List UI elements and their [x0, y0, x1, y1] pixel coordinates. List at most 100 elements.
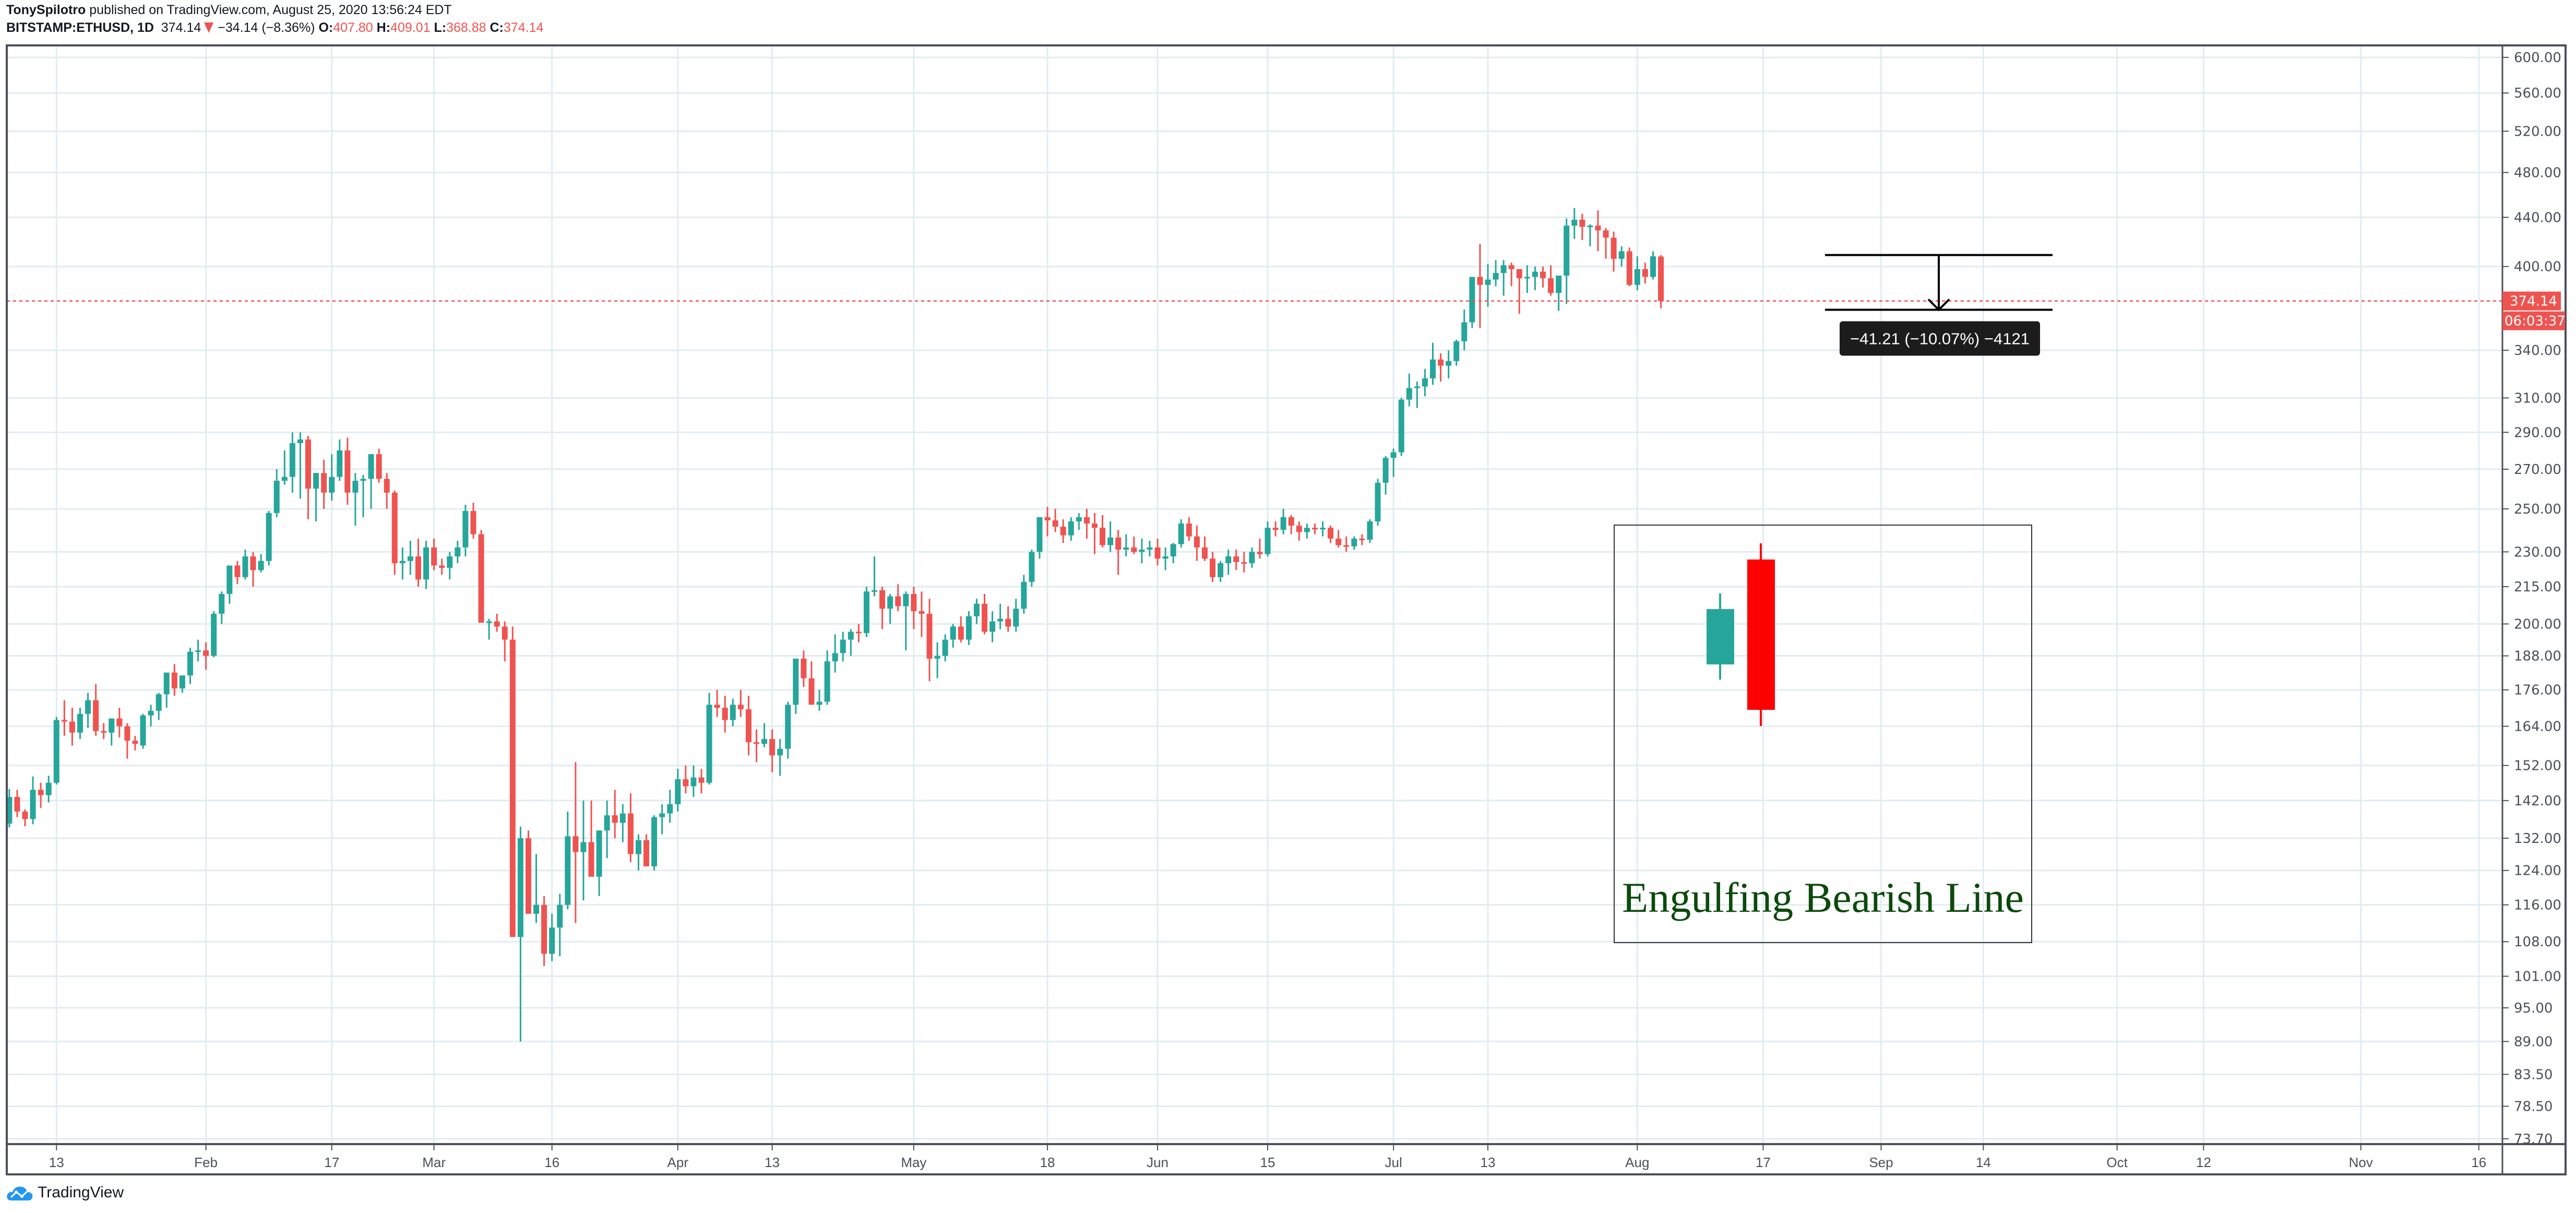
candle [502, 621, 508, 662]
candle [517, 826, 523, 1042]
candle [1446, 350, 1452, 378]
time-tick-label: Feb [194, 1155, 218, 1170]
price-range-measure-tool[interactable]: −41.21 (−10.07%) −4121 [1825, 254, 2053, 356]
candle [1579, 213, 1585, 241]
candle [573, 762, 579, 923]
candlestick-series [6, 208, 1664, 1042]
candle [1564, 218, 1570, 304]
candle [690, 765, 697, 797]
candle [1398, 398, 1404, 456]
candle [61, 700, 67, 736]
price-tick-label: 250.00 [2514, 502, 2561, 517]
candle [187, 647, 193, 684]
candle [698, 769, 705, 793]
price-tick-label: 400.00 [2514, 259, 2561, 275]
candle [848, 629, 854, 656]
time-tick-label: 13 [765, 1155, 780, 1170]
candle [242, 550, 248, 580]
candle [297, 432, 303, 499]
candle [541, 896, 547, 967]
candle [619, 804, 626, 842]
candle [140, 713, 146, 749]
price-axis[interactable]: 600.00 560.00 520.00 480.00 440.00 400.00 340.… [2502, 50, 2566, 1147]
time-tick-label: 15 [1260, 1155, 1275, 1170]
price-tick-label: 230.00 [2514, 544, 2561, 560]
candle [911, 586, 917, 629]
candle [973, 599, 980, 624]
candle [431, 538, 437, 570]
candle [1642, 263, 1648, 284]
time-tick-label: Sep [1869, 1155, 1893, 1170]
candle [1068, 517, 1074, 541]
candle [879, 586, 886, 629]
candle [1351, 536, 1357, 550]
candle [1469, 277, 1475, 328]
candle [635, 834, 641, 871]
candle [1154, 538, 1161, 566]
candle [1650, 251, 1656, 280]
published-text: published on TradingView.com, August 25,… [89, 3, 452, 17]
bull-candle-body [1707, 609, 1734, 664]
candle [855, 624, 862, 643]
low-label: L: [434, 20, 447, 35]
candle [863, 586, 869, 637]
candle [376, 448, 382, 483]
price-tick-label: 340.00 [2514, 343, 2561, 359]
candle [195, 639, 201, 662]
engulfing-pattern-inset[interactable]: Engulfing Bearish Line [1614, 525, 2032, 943]
candle [1516, 269, 1522, 314]
candle [423, 541, 430, 589]
candle [321, 459, 327, 509]
countdown-label: 06:03:37 [2505, 314, 2566, 329]
candle [478, 530, 484, 623]
candle [1131, 536, 1137, 554]
candle [785, 701, 791, 759]
candle [1367, 519, 1373, 543]
candle [1658, 255, 1664, 308]
candle [1320, 521, 1326, 537]
candle [588, 800, 594, 877]
candle [337, 439, 343, 481]
candle [1603, 228, 1609, 259]
candle [368, 454, 374, 509]
candle [919, 591, 925, 637]
candle [407, 541, 413, 575]
candle [1359, 534, 1365, 545]
tradingview-logo[interactable]: TradingView [6, 1184, 124, 1202]
candle [1147, 541, 1153, 556]
candle [132, 735, 138, 751]
time-axis[interactable]: 13 Feb 17 Mar 16 Apr 13 May 18 Jun 15 Jul 13 Aug 17 Sep… [49, 1144, 2486, 1170]
author-name[interactable]: TonySpilotro [6, 3, 86, 17]
candle [1414, 382, 1420, 408]
candle [525, 830, 531, 914]
candle [360, 474, 366, 517]
candle [549, 913, 555, 961]
candle [1548, 265, 1554, 296]
candle [769, 729, 776, 772]
candle [816, 689, 822, 711]
candle [1091, 513, 1098, 554]
candle [1390, 448, 1397, 477]
candle [612, 790, 618, 838]
candle [706, 693, 712, 784]
price-tick-label: 152.00 [2514, 758, 2561, 774]
candle [1375, 479, 1381, 526]
candle [69, 707, 75, 746]
last-price-badge-label: 374.14 [2510, 294, 2557, 310]
candle [203, 642, 209, 670]
candle [148, 705, 154, 727]
candle [1100, 515, 1106, 548]
candle [77, 707, 83, 739]
candle [1044, 507, 1051, 537]
candle [53, 717, 59, 784]
candle [1076, 513, 1082, 530]
last-price-badge [2502, 291, 2561, 311]
candle [1461, 309, 1468, 351]
candle [156, 693, 162, 720]
candle [659, 804, 665, 835]
candle [455, 541, 461, 564]
countdown-badge [2502, 311, 2565, 330]
candle [1265, 521, 1271, 556]
candle [903, 591, 909, 651]
